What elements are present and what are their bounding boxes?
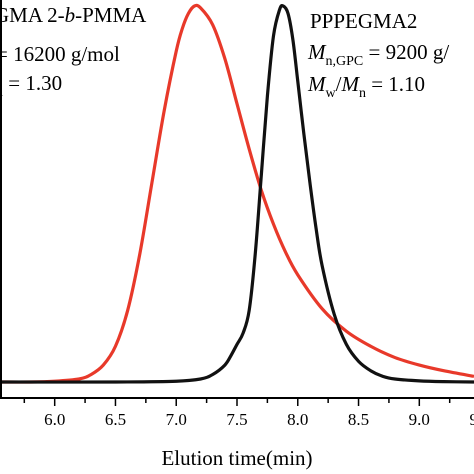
- x-axis: 6.0 6.5 7.0 7.5 8.0 8.5 9.0 9.5: [0, 0, 474, 429]
- x-ticks: 6.0 6.5 7.0 7.5 8.0 8.5 9.0 9.5: [23, 398, 474, 429]
- right-annot-line1: PPPEGMA2: [310, 9, 417, 33]
- series-line-pppegma2: [0, 3, 474, 384]
- x-tick-label: 7.5: [226, 410, 247, 429]
- right-annot-line3: Mw/Mn = 1.10: [307, 72, 425, 101]
- x-tick-label: 6.5: [105, 410, 126, 429]
- curves-layer: [0, 3, 474, 384]
- right-annot-line2: Mn,GPC = 9200 g/: [307, 40, 449, 69]
- x-tick-label: 8.0: [287, 410, 308, 429]
- x-tick-label: 8.5: [348, 410, 369, 429]
- series-line-copolymer: [0, 3, 474, 384]
- left-annotation: GMA 2-b-PMMA = 16200 g/mol n = 1.30: [0, 3, 147, 100]
- x-tick-label: 7.0: [166, 410, 187, 429]
- x-tick-label: 9.5: [469, 410, 474, 429]
- x-tick-label: 9.0: [409, 410, 430, 429]
- left-annot-line2: = 16200 g/mol: [0, 42, 120, 66]
- x-tick-label: 6.0: [44, 410, 65, 429]
- x-axis-label: Elution time(min): [161, 446, 312, 470]
- right-annotation: PPPEGMA2 Mn,GPC = 9200 g/ Mw/Mn = 1.10: [307, 9, 449, 101]
- left-annot-line1: GMA 2-b-PMMA: [0, 3, 147, 27]
- left-annot-line3: n = 1.30: [0, 71, 62, 100]
